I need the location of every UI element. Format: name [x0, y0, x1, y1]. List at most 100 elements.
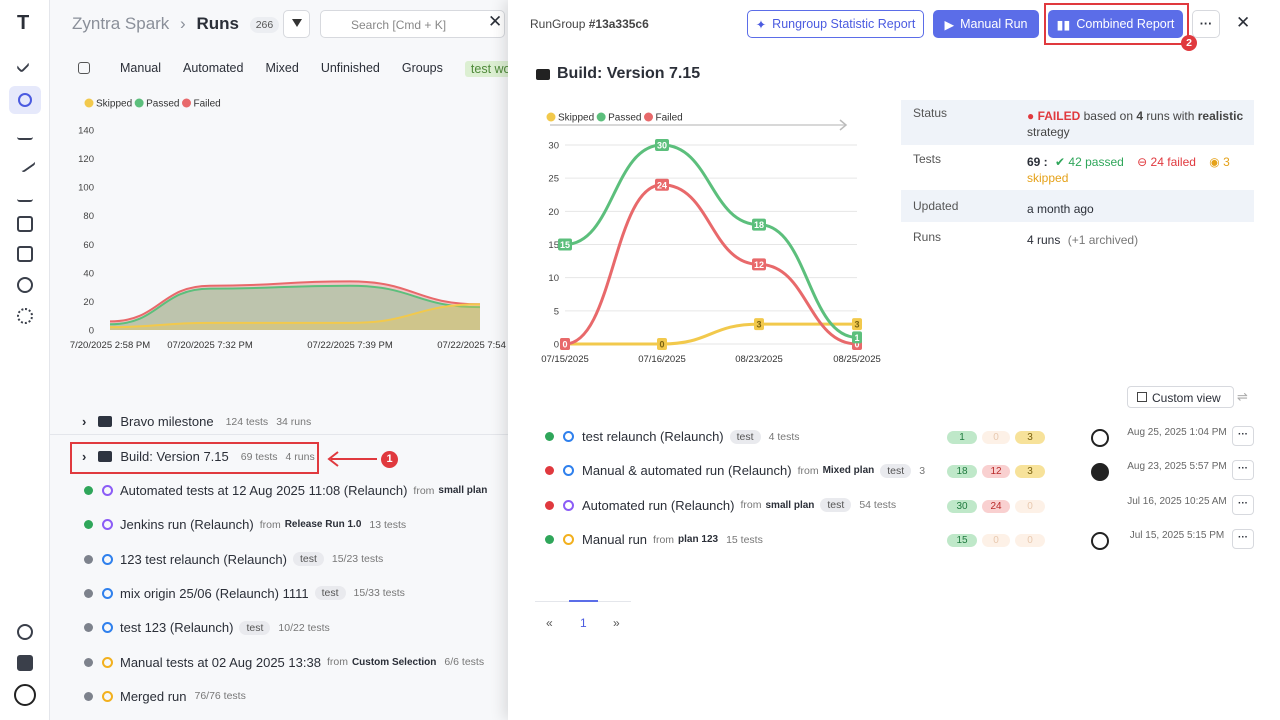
run-name: Manual & automated run (Relaunch): [582, 463, 792, 479]
group-run-row[interactable]: Automated run (Relaunch) from small plan te…: [545, 498, 896, 513]
run-name: Merged run: [120, 688, 187, 704]
view-icon: [1137, 392, 1147, 402]
settings-icon[interactable]: ⇌: [1237, 389, 1248, 404]
run-name: Manual tests at 02 Aug 2025 13:38: [120, 654, 321, 670]
group-run-row[interactable]: test relaunch (Relaunch) test 4 tests: [545, 429, 800, 444]
run-row[interactable]: 123 test relaunch (Relaunch) test 15/23 te…: [84, 552, 383, 567]
nav-active[interactable]: [9, 86, 41, 114]
line: [564, 143, 858, 339]
avatar[interactable]: [14, 684, 36, 706]
count-pill: 3: [1015, 431, 1045, 444]
tab[interactable]: Automated: [183, 61, 244, 75]
nav-icon[interactable]: [17, 308, 33, 324]
run-date: Jul 16, 2025 10:25 AM: [1127, 495, 1227, 507]
divider: [50, 434, 520, 435]
folder-icon[interactable]: [17, 655, 33, 671]
detail-label: Updated: [913, 199, 959, 213]
run-count: 266: [249, 16, 280, 33]
prev-page[interactable]: «: [546, 616, 553, 630]
data-label: 18: [754, 220, 764, 230]
folder-icon: [98, 416, 113, 427]
tabs-icon[interactable]: [78, 62, 90, 74]
x-tick-label: 08/23/2025: [735, 354, 783, 365]
detail-label: Runs: [913, 230, 942, 244]
more-button[interactable]: ···: [1192, 10, 1220, 38]
group-run-row[interactable]: Manual run from plan 123 15 tests: [545, 532, 763, 547]
detail-label: Tests: [913, 152, 942, 166]
pagination-active: [569, 600, 598, 602]
nav-icon[interactable]: [17, 246, 33, 262]
tab[interactable]: Unfinished: [320, 61, 380, 75]
nav-icon[interactable]: [17, 277, 33, 293]
custom-view-button[interactable]: Custom view: [1127, 386, 1234, 408]
close-button[interactable]: ✕: [1236, 13, 1251, 32]
nav-icon[interactable]: [17, 216, 33, 232]
run-group-id: #13a335c6: [588, 17, 649, 31]
row-menu[interactable]: ···: [1232, 426, 1254, 446]
row-menu[interactable]: ···: [1232, 529, 1254, 550]
run-row[interactable]: Jenkins run (Relaunch) from Release Run 1.…: [84, 517, 406, 532]
manual-run-button[interactable]: ▶ Manual Run: [933, 10, 1039, 38]
milestone-row[interactable]: › Bravo milestone 124 tests 34 runs: [82, 414, 311, 429]
data-label: 30: [657, 141, 667, 151]
app-name[interactable]: Zyntra Spark: [72, 14, 170, 33]
x-tick-label: 07/15/2025: [541, 354, 589, 365]
chevron: ›: [82, 414, 87, 429]
run-group: RunGroup #13a335c6: [530, 17, 649, 31]
logo[interactable]: T: [17, 12, 30, 34]
search-input[interactable]: Search [Cmd + K]: [320, 10, 505, 38]
run-row[interactable]: Merged run 76/76 tests: [84, 689, 246, 704]
nav-icon[interactable]: [17, 186, 33, 202]
count-pill: 30: [947, 499, 977, 513]
tab[interactable]: Mixed: [265, 61, 299, 75]
count-pill: 3: [1015, 465, 1045, 479]
row-menu[interactable]: ···: [1232, 460, 1254, 481]
status-row: [901, 100, 1254, 145]
help-icon[interactable]: [17, 624, 33, 640]
x-tick-label: 07/20/2025 7:32 PM: [167, 340, 253, 351]
tab[interactable]: Manual: [120, 61, 161, 75]
milestone-row[interactable]: › Build: Version 7.15 69 tests 4 runs: [82, 449, 315, 464]
status-text: strategy: [1027, 125, 1070, 139]
tests-skipped: ◉ 3 skipped: [1027, 155, 1230, 185]
data-label-box: [657, 338, 667, 350]
nav-icon[interactable]: [15, 58, 31, 74]
run-tag: test: [729, 429, 761, 444]
run-row[interactable]: mix origin 25/06 (Relaunch) 1111 test 15/3…: [84, 586, 405, 601]
filter-button[interactable]: [283, 10, 310, 38]
nav-icon[interactable]: [13, 150, 37, 174]
line: [564, 183, 858, 346]
nav-icon[interactable]: [17, 124, 33, 140]
data-label: 1: [854, 333, 859, 343]
legend-swatch: [644, 112, 653, 122]
run-row[interactable]: Automated tests at 12 Aug 2025 11:08 (Re…: [84, 483, 487, 498]
tab[interactable]: Groups: [401, 61, 443, 75]
row-menu[interactable]: ···: [1232, 494, 1254, 515]
type-icon: [563, 499, 574, 511]
count-pill: 1: [947, 431, 977, 444]
status-text: based on: [1083, 109, 1133, 123]
combined-report-button[interactable]: ▮▮ Combined Report: [1048, 10, 1183, 38]
area: [110, 281, 480, 330]
run-name: Jenkins run (Relaunch): [120, 517, 254, 533]
type-icon: [563, 465, 574, 477]
page-number[interactable]: 1: [580, 616, 587, 630]
clear-search[interactable]: ✕: [488, 12, 503, 31]
button-label: Manual Run: [960, 17, 1028, 31]
run-row[interactable]: test 123 (Relaunch) test 10/22 tests: [84, 620, 330, 635]
status-icon: [545, 466, 554, 476]
run-name: mix origin 25/06 (Relaunch) 1111: [120, 585, 309, 601]
group-run-row[interactable]: Manual & automated run (Relaunch) from Mix…: [545, 463, 925, 478]
run-tests: 76/76 tests: [194, 690, 246, 703]
next-page[interactable]: »: [613, 616, 620, 630]
run-row[interactable]: Manual tests at 02 Aug 2025 13:38 from Cus…: [84, 655, 484, 670]
run-from: from: [797, 464, 819, 477]
x-tick-label: 7/20/2025 2:58 PM: [70, 340, 150, 351]
avatar: [1091, 463, 1109, 482]
count-pill: 15: [947, 534, 977, 548]
status-icon: [84, 520, 93, 530]
line: [109, 303, 481, 329]
run-tests: 10/22 tests: [278, 621, 330, 634]
statistic-report-button[interactable]: ✦ Rungroup Statistic Report: [747, 10, 924, 38]
